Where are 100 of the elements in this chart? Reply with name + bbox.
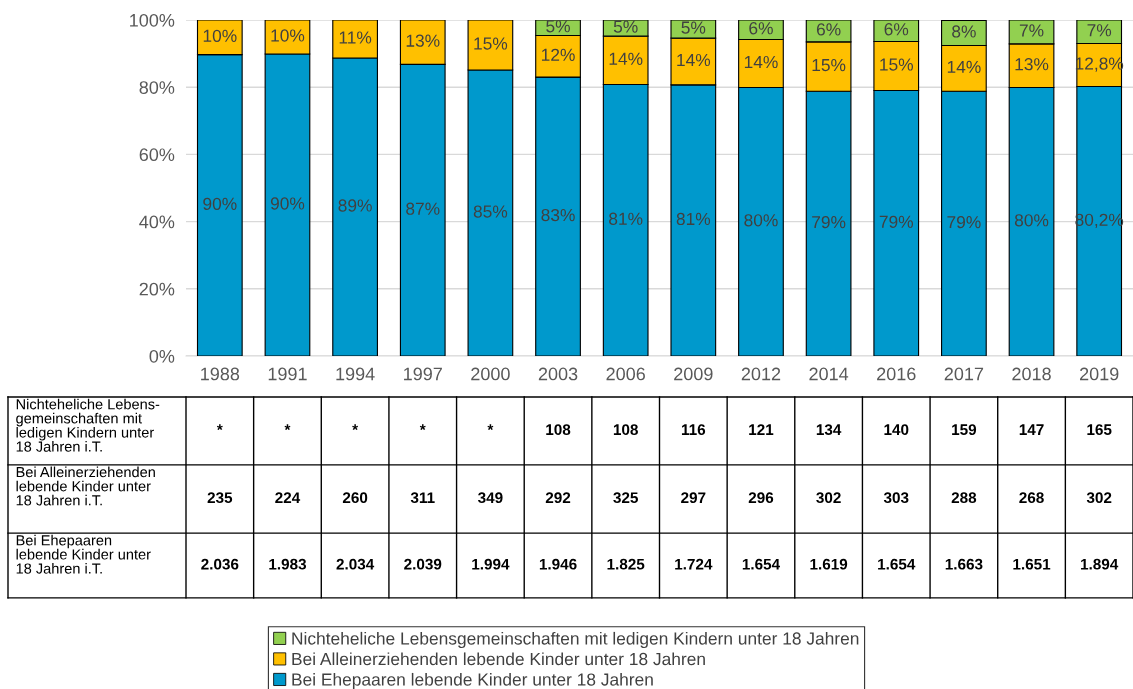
y-tick-label: 40% <box>139 215 175 229</box>
text: * <box>284 424 291 431</box>
text: 1.946 <box>539 558 577 570</box>
text: 2.034 <box>336 558 375 570</box>
text: 140 <box>884 424 909 436</box>
text: Bei Ehepaaren lebende Kinder unter 18 Jahren i.T. <box>16 534 151 574</box>
data-label: 14% <box>744 55 778 69</box>
text: 108 <box>613 424 638 436</box>
x-tick-label: 2006 <box>606 367 645 381</box>
text: 297 <box>681 492 706 504</box>
text: * <box>419 424 426 431</box>
data-label: 14% <box>677 53 711 67</box>
data-label: 79% <box>947 215 981 229</box>
legend-label: Bei Ehepaaren lebende Kinder unter 18 Jahren <box>292 672 653 689</box>
text: 2.039 <box>404 558 442 570</box>
text: * <box>352 424 359 431</box>
data-label: 5% <box>546 20 570 33</box>
data-label: 89% <box>338 199 372 212</box>
data-label: 83% <box>541 208 575 222</box>
text: 108 <box>546 424 571 436</box>
x-tick-label: 2009 <box>674 367 713 381</box>
text: 159 <box>952 424 977 436</box>
data-label: 15% <box>474 37 508 50</box>
x-tick-label: 2017 <box>944 367 984 381</box>
data-label: 79% <box>812 215 846 229</box>
text: 349 <box>478 492 503 504</box>
text: 1.825 <box>607 558 645 570</box>
data-label: 6% <box>749 22 773 35</box>
text: 268 <box>1019 492 1044 504</box>
y-tick-label: 100% <box>130 13 175 27</box>
text: 288 <box>951 492 977 504</box>
data-label: 14% <box>947 60 981 73</box>
text: 1.894 <box>1081 558 1119 570</box>
y-tick-label: 0% <box>149 349 175 363</box>
x-tick-label: 1994 <box>336 367 375 381</box>
data-label: 7% <box>1019 24 1044 37</box>
data-label: 79% <box>879 215 914 228</box>
x-tick-label: 1991 <box>268 367 307 381</box>
text: Nichteheliche Lebens- gemeinschaften mit ledigen Kindern unter 18 Jahren i.T. <box>16 398 160 452</box>
x-tick-label: 2016 <box>877 367 916 381</box>
text: 1.654 <box>742 558 780 570</box>
data-label: 81% <box>609 212 643 225</box>
x-tick-label: 2019 <box>1080 367 1119 381</box>
y-tick-label: 80% <box>139 81 175 94</box>
data-label: 6% <box>884 23 909 36</box>
text: 1.983 <box>269 558 307 570</box>
data-label: 90% <box>270 197 305 210</box>
data-label: 10% <box>203 29 237 42</box>
text: 235 <box>207 492 233 504</box>
x-tick-label: 1997 <box>404 367 442 381</box>
data-label: 5% <box>681 21 706 34</box>
text: 303 <box>883 492 909 504</box>
legend-label: Nichteheliche Lebensgemeinschaften mit ledigen Kindern unter 18 Jahren <box>292 631 859 649</box>
text: 292 <box>545 492 571 504</box>
text: 147 <box>1019 424 1044 435</box>
legend-label: Bei Alleinerziehenden lebende Kinder unter 18 Jahren <box>292 652 705 666</box>
data-label: 5% <box>613 20 638 33</box>
text: Bei Alleinerziehenden lebende Kinder unter 18 Jahren i.T. <box>16 466 155 506</box>
data-label: 15% <box>880 58 914 71</box>
text: 1.619 <box>810 558 848 570</box>
data-label: 7% <box>1087 24 1112 37</box>
data-label: 80% <box>1014 214 1049 227</box>
text: 121 <box>749 424 774 435</box>
data-label: 85% <box>473 205 508 218</box>
data-label: 12% <box>541 48 575 61</box>
data-label: 90% <box>203 197 237 210</box>
y-tick-label: 20% <box>139 282 175 296</box>
text: 260 <box>342 492 368 504</box>
text: * <box>216 424 223 431</box>
x-tick-label: 1988 <box>201 367 240 381</box>
data-label: 10% <box>271 29 305 42</box>
data-label: 14% <box>609 52 643 65</box>
text: 1.654 <box>878 558 916 570</box>
data-label: 13% <box>1015 58 1049 71</box>
text: 1.651 <box>1013 558 1051 570</box>
text: 2.036 <box>201 558 239 570</box>
data-label: 8% <box>952 25 976 38</box>
y-tick-label: 60% <box>139 148 175 162</box>
text: 1.994 <box>472 558 510 570</box>
data-label: 6% <box>816 23 841 36</box>
text: 1.663 <box>945 558 983 570</box>
text: 116 <box>681 424 706 436</box>
text: 1.724 <box>675 558 713 570</box>
text: 302 <box>816 492 841 504</box>
text: 165 <box>1087 424 1112 436</box>
text: 224 <box>275 492 301 503</box>
data-label: 80% <box>744 214 778 227</box>
text: 302 <box>1086 492 1112 504</box>
text: 296 <box>748 492 774 504</box>
x-tick-label: 2012 <box>741 367 781 381</box>
data-label: 81% <box>676 212 711 226</box>
x-tick-label: 2000 <box>471 367 510 381</box>
x-tick-label: 2003 <box>538 367 578 381</box>
data-label: 11% <box>339 31 372 44</box>
text: 325 <box>613 492 638 504</box>
text: 311 <box>410 492 435 504</box>
text: * <box>487 424 494 431</box>
data-label: 87% <box>406 202 440 215</box>
data-label: 15% <box>812 58 846 72</box>
data-label: 13% <box>406 34 440 47</box>
